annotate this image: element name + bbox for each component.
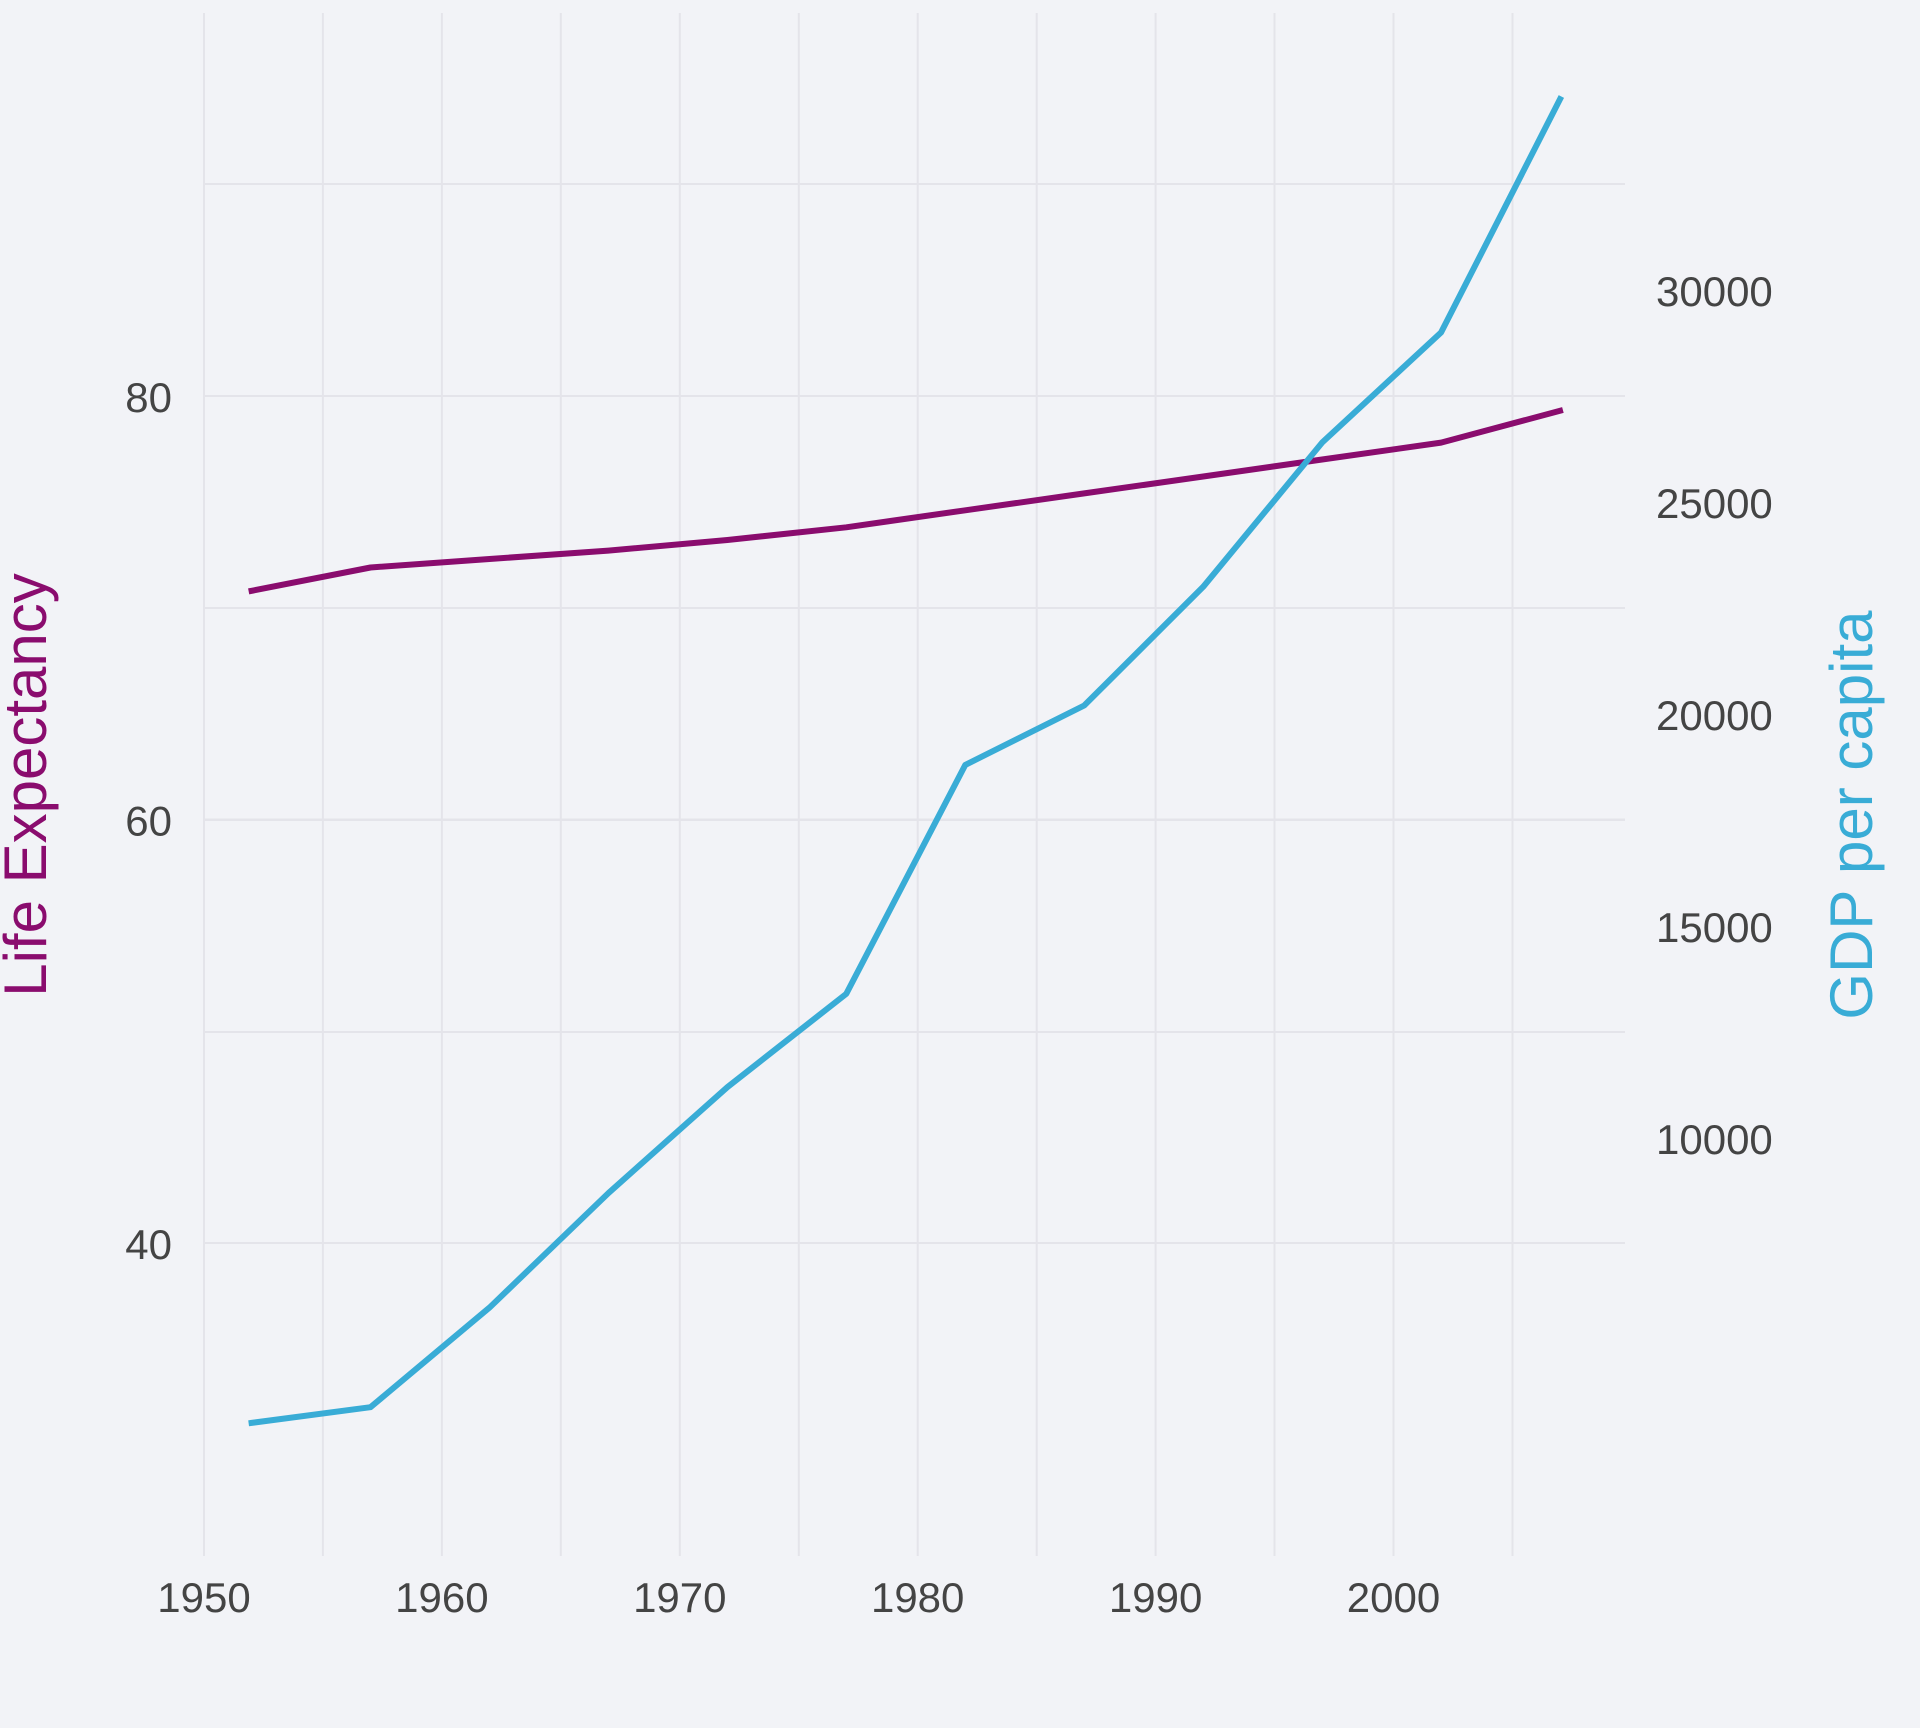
- svg-text:GDP per capita: GDP per capita: [1818, 610, 1885, 1020]
- svg-text:25000: 25000: [1656, 480, 1773, 527]
- svg-text:2000: 2000: [1347, 1574, 1440, 1621]
- svg-text:Life Expectancy: Life Expectancy: [0, 573, 59, 997]
- svg-text:1990: 1990: [1109, 1574, 1202, 1621]
- svg-text:10000: 10000: [1656, 1116, 1773, 1163]
- svg-text:20000: 20000: [1656, 692, 1773, 739]
- svg-text:40: 40: [125, 1221, 172, 1268]
- svg-text:1960: 1960: [395, 1574, 488, 1621]
- svg-text:30000: 30000: [1656, 268, 1773, 315]
- svg-text:1950: 1950: [157, 1574, 250, 1621]
- svg-text:1970: 1970: [633, 1574, 726, 1621]
- svg-text:1980: 1980: [871, 1574, 964, 1621]
- svg-text:15000: 15000: [1656, 904, 1773, 951]
- svg-text:60: 60: [125, 798, 172, 845]
- svg-text:80: 80: [125, 374, 172, 421]
